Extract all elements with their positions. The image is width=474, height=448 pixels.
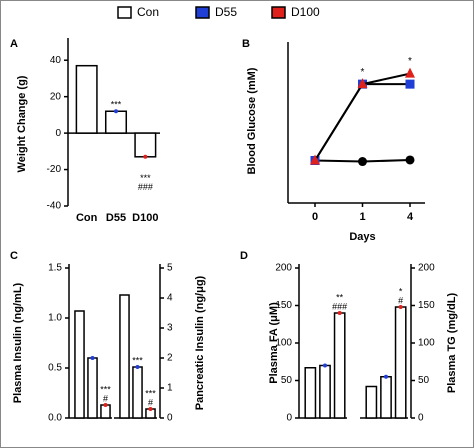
y-tick-label: 3 bbox=[167, 323, 173, 334]
annotation: * bbox=[361, 67, 365, 78]
y-tick-label: 1 bbox=[167, 383, 173, 394]
annotation: *** bbox=[132, 355, 143, 365]
annotation: ** bbox=[336, 292, 344, 302]
y-tick-label: 2 bbox=[167, 353, 173, 364]
y-tick-label: 40 bbox=[50, 55, 62, 66]
data-dot bbox=[398, 305, 403, 309]
data-dot bbox=[323, 363, 327, 368]
y-tick-label: 200 bbox=[418, 263, 435, 274]
x-tick-label: D55 bbox=[106, 212, 126, 224]
y-axis-title: Weight Change (g) bbox=[16, 75, 28, 172]
panel-letter: C bbox=[10, 250, 18, 262]
legend-swatch bbox=[117, 6, 132, 19]
y-tick-label: 0 bbox=[167, 413, 173, 424]
y-axis-title: Plasma Insulin (ng/mL) bbox=[12, 282, 24, 403]
y-tick-label: 0.5 bbox=[48, 363, 62, 374]
x-tick-label: 4 bbox=[407, 211, 414, 223]
y-tick-label: 0.0 bbox=[48, 413, 62, 424]
point bbox=[357, 78, 368, 89]
y-tick-label: 1.0 bbox=[48, 313, 62, 324]
bar bbox=[333, 312, 346, 419]
bar bbox=[119, 294, 130, 419]
annotation: *** bbox=[100, 384, 111, 394]
y-axis-title: Blood Glucose (mM) bbox=[246, 67, 258, 174]
legend-label: Con bbox=[137, 5, 159, 19]
bar bbox=[75, 64, 98, 134]
legend-swatch bbox=[271, 6, 286, 19]
bar bbox=[394, 306, 407, 419]
data-dot bbox=[114, 109, 118, 114]
bar bbox=[134, 132, 157, 158]
x-tick-label: 1 bbox=[359, 211, 365, 223]
y-tick-label: 5 bbox=[167, 263, 173, 274]
y-tick-label: 150 bbox=[275, 300, 292, 311]
y-tick-label: 20 bbox=[50, 91, 62, 102]
y-axis-title: Plasma TG (mg/dL) bbox=[446, 293, 458, 394]
point bbox=[405, 155, 415, 165]
annotation: *** bbox=[145, 388, 156, 398]
panel-letter: D bbox=[240, 250, 248, 262]
point bbox=[310, 154, 320, 165]
bar bbox=[380, 376, 392, 419]
panel-letter: B bbox=[242, 38, 250, 50]
data-dot bbox=[148, 407, 153, 411]
legend-label: D55 bbox=[215, 5, 237, 19]
annotation: # bbox=[148, 397, 153, 407]
bar bbox=[365, 385, 378, 419]
y-tick-label: 1.5 bbox=[48, 263, 62, 274]
bar bbox=[319, 364, 331, 419]
y-tick-label: 0 bbox=[286, 413, 292, 424]
annotation: # bbox=[398, 295, 403, 305]
y-tick-label: 50 bbox=[418, 375, 430, 386]
data-dot bbox=[337, 311, 342, 315]
data-dot bbox=[90, 356, 95, 360]
y-tick-label: 4 bbox=[167, 293, 173, 304]
legend-swatch bbox=[195, 6, 210, 19]
annotation: *** bbox=[140, 173, 151, 183]
point bbox=[405, 67, 415, 78]
data-dot bbox=[135, 365, 140, 369]
bar bbox=[132, 366, 143, 419]
point bbox=[358, 157, 367, 167]
annotation: ### bbox=[138, 182, 153, 192]
y-tick-label: 150 bbox=[418, 300, 435, 311]
y-tick-label: -40 bbox=[47, 201, 62, 212]
data-dot bbox=[384, 374, 388, 379]
annotation: ### bbox=[332, 301, 347, 311]
y-tick-label: 0 bbox=[55, 128, 61, 139]
data-dot bbox=[103, 403, 108, 407]
x-tick-label: 0 bbox=[312, 211, 318, 223]
y-axis-title: Plasma FA (μM) bbox=[268, 302, 280, 384]
y-tick-label: 200 bbox=[275, 263, 292, 274]
annotation: * bbox=[408, 56, 412, 67]
panel-letter: A bbox=[10, 38, 18, 50]
legend-label: D100 bbox=[291, 5, 320, 19]
annotation: # bbox=[103, 393, 108, 403]
bar bbox=[87, 357, 98, 419]
x-tick-label: Con bbox=[76, 212, 98, 224]
y-tick-label: -20 bbox=[47, 164, 62, 175]
annotation: *** bbox=[111, 100, 122, 110]
y-tick-label: 50 bbox=[281, 375, 293, 386]
y-tick-label: 100 bbox=[418, 338, 435, 349]
x-tick-label: D100 bbox=[132, 212, 158, 224]
annotation: * bbox=[399, 286, 403, 296]
bar bbox=[74, 310, 85, 419]
x-axis-title: Days bbox=[349, 231, 375, 243]
data-dot bbox=[143, 154, 148, 159]
y-tick-label: 100 bbox=[275, 338, 292, 349]
y-tick-label: 0 bbox=[418, 413, 424, 424]
bar bbox=[304, 367, 317, 419]
point bbox=[405, 79, 415, 89]
bar bbox=[104, 110, 128, 134]
y-axis-title: Pancreatic Insulin (ng/μg) bbox=[194, 275, 206, 410]
